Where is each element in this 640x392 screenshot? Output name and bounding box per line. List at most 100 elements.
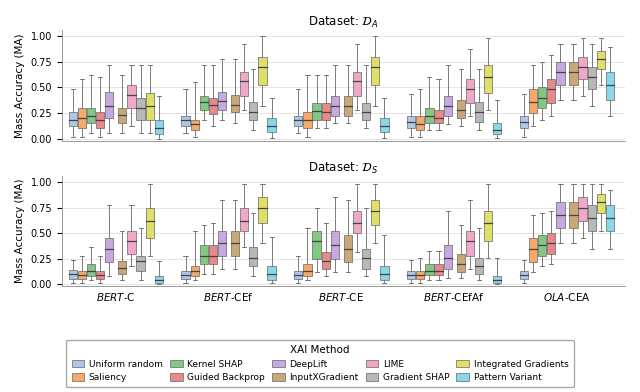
Bar [484, 65, 492, 93]
Bar [312, 231, 321, 259]
Bar [444, 96, 452, 116]
Bar [78, 108, 86, 128]
Y-axis label: Mass Accuracy (MA): Mass Accuracy (MA) [15, 33, 25, 138]
Bar [371, 57, 380, 85]
Bar [200, 245, 208, 264]
Bar [78, 271, 86, 279]
Bar [606, 205, 614, 231]
Bar [493, 276, 501, 283]
Bar [181, 271, 189, 279]
Bar [520, 271, 528, 279]
Bar [294, 271, 303, 279]
Bar [475, 258, 483, 274]
Bar [127, 85, 136, 108]
Bar [127, 231, 136, 254]
Bar [259, 198, 267, 223]
Bar [240, 208, 248, 231]
Bar [380, 118, 388, 132]
Bar [538, 87, 547, 108]
Bar [353, 211, 361, 233]
Bar [344, 235, 352, 262]
Bar [407, 116, 415, 128]
Bar [249, 247, 257, 266]
Bar [303, 264, 312, 276]
Bar [362, 103, 371, 120]
Bar [322, 103, 330, 120]
Bar [96, 271, 104, 279]
Bar [240, 72, 248, 96]
Bar [322, 252, 330, 269]
Bar [118, 108, 127, 123]
Bar [155, 276, 163, 283]
Bar [484, 211, 492, 241]
Bar [105, 91, 113, 118]
Bar [87, 108, 95, 123]
Bar [416, 116, 424, 131]
Bar [87, 264, 95, 276]
Bar [529, 89, 537, 113]
Bar [520, 116, 528, 128]
Bar [331, 231, 339, 259]
Bar [425, 264, 433, 275]
Bar [231, 94, 239, 112]
Bar [331, 96, 339, 116]
Bar [579, 57, 587, 79]
Bar [353, 72, 361, 96]
Bar [249, 102, 257, 120]
Bar [556, 203, 564, 228]
Bar [200, 96, 208, 110]
Bar [596, 51, 605, 69]
Bar [145, 208, 154, 238]
Bar [68, 270, 77, 279]
Bar [191, 120, 199, 131]
Bar [136, 256, 145, 271]
Bar [268, 118, 276, 132]
Bar [371, 200, 380, 225]
Title: Dataset: $\mathcal{D}_S$: Dataset: $\mathcal{D}_S$ [308, 161, 378, 176]
Bar [191, 266, 199, 276]
Bar [444, 245, 452, 269]
Bar [547, 233, 556, 254]
Bar [425, 108, 433, 123]
Bar [96, 112, 104, 128]
Bar [570, 203, 578, 228]
Bar [136, 98, 145, 120]
Bar [105, 238, 113, 262]
Bar [435, 110, 443, 123]
Bar [303, 112, 312, 128]
Bar [416, 271, 424, 279]
Bar [579, 198, 587, 221]
Bar [570, 62, 578, 85]
Bar [606, 72, 614, 100]
Bar [380, 266, 388, 280]
Title: Dataset: $\mathcal{D}_A$: Dataset: $\mathcal{D}_A$ [308, 15, 379, 30]
Bar [268, 266, 276, 280]
Bar [435, 264, 443, 275]
Bar [155, 120, 163, 134]
Legend: Uniform random, Saliency, Kernel SHAP, Guided Backprop, DeepLift, InputXGradient: Uniform random, Saliency, Kernel SHAP, G… [66, 339, 574, 387]
Bar [475, 102, 483, 122]
Bar [68, 112, 77, 126]
Bar [547, 79, 556, 103]
Bar [538, 235, 547, 256]
Y-axis label: Mass Accuracy (MA): Mass Accuracy (MA) [15, 179, 25, 283]
Bar [407, 271, 415, 279]
Bar [596, 194, 605, 213]
Bar [218, 91, 226, 110]
Bar [259, 57, 267, 85]
Bar [145, 93, 154, 120]
Bar [294, 116, 303, 126]
Bar [209, 98, 217, 114]
Bar [344, 96, 352, 116]
Bar [529, 238, 537, 262]
Bar [456, 100, 465, 118]
Bar [231, 231, 239, 256]
Bar [362, 249, 371, 269]
Bar [466, 231, 474, 256]
Bar [218, 231, 226, 256]
Bar [209, 245, 217, 264]
Bar [466, 79, 474, 103]
Bar [588, 205, 596, 231]
Bar [456, 254, 465, 272]
Bar [118, 261, 127, 274]
